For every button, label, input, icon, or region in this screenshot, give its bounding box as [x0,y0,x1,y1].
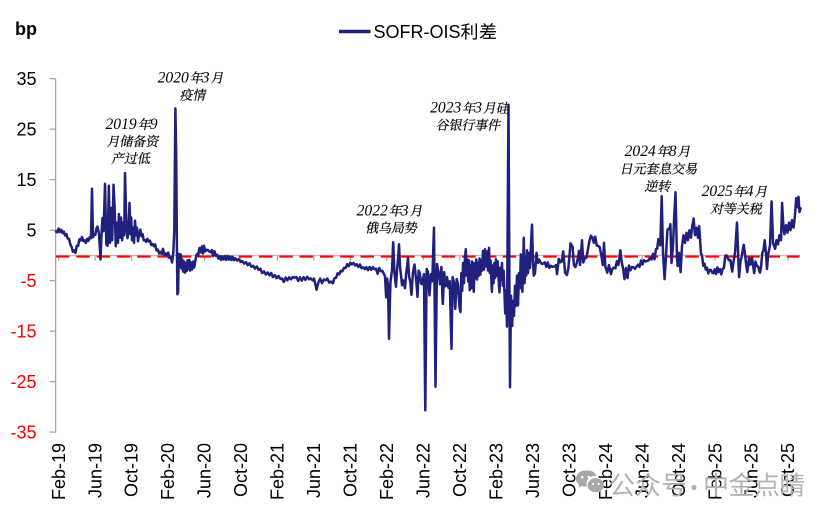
svg-text:Jun-21: Jun-21 [304,443,324,498]
svg-text:2024: 2024 [625,143,656,160]
svg-text:-15: -15 [10,322,36,342]
svg-text:Oct-25: Oct-25 [778,443,798,497]
svg-text:2020: 2020 [158,70,189,87]
svg-text:Oct-23: Oct-23 [559,443,579,497]
svg-text:3: 3 [473,100,482,117]
svg-text:Jun-25: Jun-25 [742,443,762,498]
svg-text:2025: 2025 [702,183,733,200]
svg-text:2022: 2022 [357,203,388,220]
svg-text:2019: 2019 [106,116,137,133]
svg-text:3: 3 [201,70,210,87]
svg-text:-25: -25 [10,372,36,392]
svg-text:15: 15 [16,170,36,190]
svg-text:4: 4 [746,183,754,200]
svg-text:Feb-20: Feb-20 [158,443,178,500]
svg-text:3: 3 [400,203,409,220]
svg-text:2023: 2023 [430,100,461,117]
svg-text:Jun-23: Jun-23 [523,443,543,498]
svg-text:Jun-24: Jun-24 [632,443,652,498]
svg-text:Feb-21: Feb-21 [268,443,288,500]
svg-text:Feb-23: Feb-23 [486,443,506,500]
svg-text:5: 5 [26,221,36,241]
svg-text:25: 25 [16,120,36,140]
svg-text:35: 35 [16,69,36,89]
svg-text:Jun-22: Jun-22 [414,443,434,498]
svg-text:Oct-21: Oct-21 [341,443,361,497]
svg-text:bp: bp [15,19,37,39]
svg-text:Oct-20: Oct-20 [231,443,251,497]
svg-text:9: 9 [150,116,158,133]
svg-text:Oct-19: Oct-19 [122,443,142,497]
svg-text:Feb-19: Feb-19 [49,443,69,500]
svg-text:-5: -5 [20,271,36,291]
svg-text:Jun-19: Jun-19 [85,443,105,498]
svg-text:Feb-22: Feb-22 [377,443,397,500]
svg-text:Jun-20: Jun-20 [195,443,215,498]
svg-text:-35: -35 [10,423,36,443]
svg-text:SOFR-OIS: SOFR-OIS [374,22,461,42]
svg-text:Feb-25: Feb-25 [705,443,725,500]
svg-text:Oct-22: Oct-22 [450,443,470,497]
svg-text:8: 8 [669,143,677,160]
